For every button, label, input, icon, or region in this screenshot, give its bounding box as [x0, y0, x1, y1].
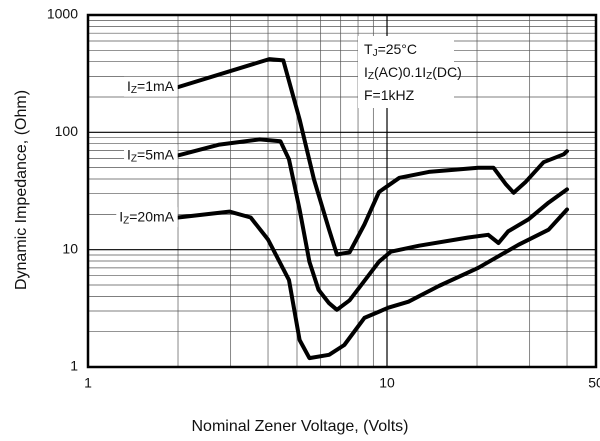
annotation-group: TJ=25°C: [364, 41, 417, 59]
series-line: [176, 207, 569, 361]
y-tick-label: 10: [62, 240, 78, 256]
plot-frame: [86, 13, 598, 369]
annotation-part: I: [364, 64, 368, 80]
annotation-subscript: Z: [368, 71, 374, 82]
series-label-part: I: [127, 146, 131, 162]
y-tick-label: 1: [70, 358, 78, 374]
annotation-background: [358, 36, 454, 108]
series-line: [176, 57, 569, 257]
annotation-box: TJ=25°CIZ(AC)0.1IZ(DC)F=1kHZ: [358, 36, 462, 108]
series-line: [176, 137, 569, 312]
series-label-part: =20mA: [129, 208, 174, 224]
series-lines: [176, 57, 569, 361]
y-tick-label: 100: [55, 123, 79, 139]
annotation-part: F=1kHZ: [364, 87, 415, 103]
x-tick-label: 10: [379, 375, 395, 391]
annotation-part: T: [364, 41, 373, 57]
series-label: IZ=20mA: [119, 208, 174, 226]
annotation-subscript: J: [373, 48, 378, 59]
series-label-background: [124, 76, 178, 97]
series-label-part: I: [127, 78, 131, 94]
annotation-part: (AC)0.1I: [374, 64, 426, 80]
series-label-group: IZ=1mA: [124, 76, 178, 97]
series-label-group: IZ=5mA: [124, 145, 178, 166]
annotation-part: (DC): [432, 64, 462, 80]
series-label: IZ=1mA: [127, 78, 175, 96]
series-label-part: I: [119, 208, 123, 224]
labels: 1 10 501101001000IZ=1mAIZ=5mAIZ=20mATJ=25°…: [47, 6, 600, 391]
y-tick-label: 1000: [47, 6, 78, 22]
x-tick-label: 1: [84, 375, 92, 391]
series-label-group: IZ=20mA: [116, 207, 178, 228]
annotation-part: =25°C: [378, 41, 417, 57]
series-label-subscript: Z: [131, 85, 137, 96]
series-label-subscript: Z: [123, 215, 129, 226]
series-label-part: =1mA: [137, 78, 175, 94]
series-label: IZ=5mA: [127, 146, 175, 164]
annotation-subscript: Z: [426, 71, 432, 82]
series-label-subscript: Z: [131, 153, 137, 164]
annotation: F=1kHZ: [364, 87, 415, 103]
series-label-background: [124, 145, 178, 166]
series-label-background: [116, 207, 178, 228]
y-axis-label: Dynamic Impedance, (Ohm): [13, 90, 30, 290]
x-axis-label: Nominal Zener Voltage, (Volts): [192, 418, 409, 435]
annotation: IZ(AC)0.1IZ(DC): [364, 64, 462, 82]
annotation-group: IZ(AC)0.1IZ(DC): [364, 64, 462, 82]
annotation: TJ=25°C: [364, 41, 417, 59]
series-label-part: =5mA: [137, 146, 175, 162]
x-tick-label: 50: [588, 375, 600, 391]
annotation-group: F=1kHZ: [364, 87, 415, 103]
